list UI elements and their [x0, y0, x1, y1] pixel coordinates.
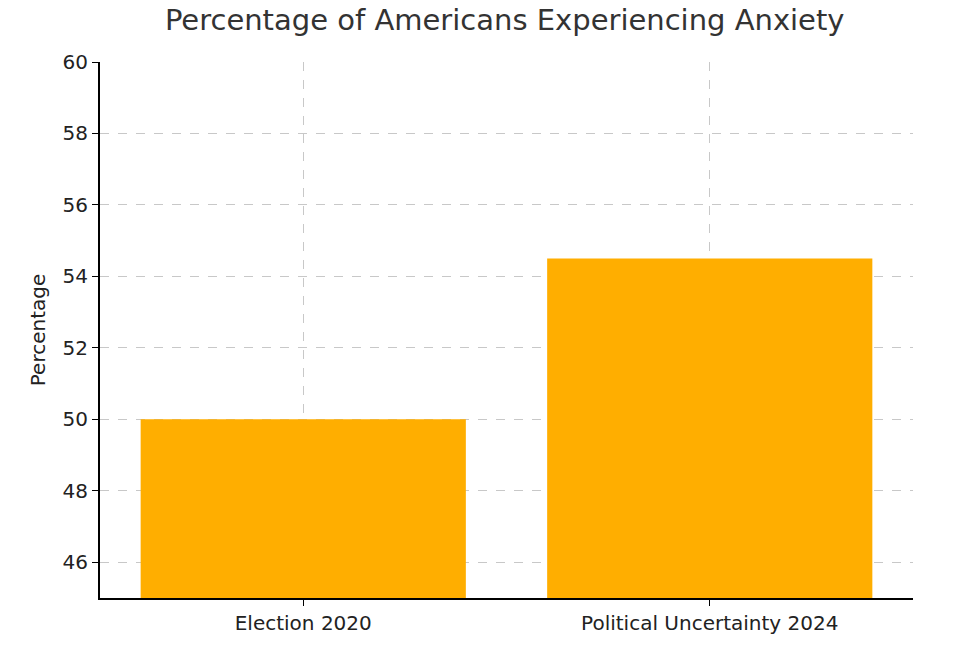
svg-text:58: 58: [63, 121, 88, 145]
svg-text:Percentage: Percentage: [26, 274, 50, 387]
svg-text:46: 46: [63, 550, 88, 574]
svg-text:54: 54: [63, 264, 88, 288]
svg-text:56: 56: [63, 193, 88, 217]
svg-text:60: 60: [63, 50, 88, 74]
svg-text:Percentage of Americans Experi: Percentage of Americans Experiencing Anx…: [165, 3, 845, 37]
svg-text:Election 2020: Election 2020: [235, 611, 372, 635]
svg-text:Political Uncertainty 2024: Political Uncertainty 2024: [581, 611, 838, 635]
svg-text:50: 50: [63, 407, 88, 431]
svg-text:48: 48: [63, 479, 88, 503]
svg-text:52: 52: [63, 336, 88, 360]
